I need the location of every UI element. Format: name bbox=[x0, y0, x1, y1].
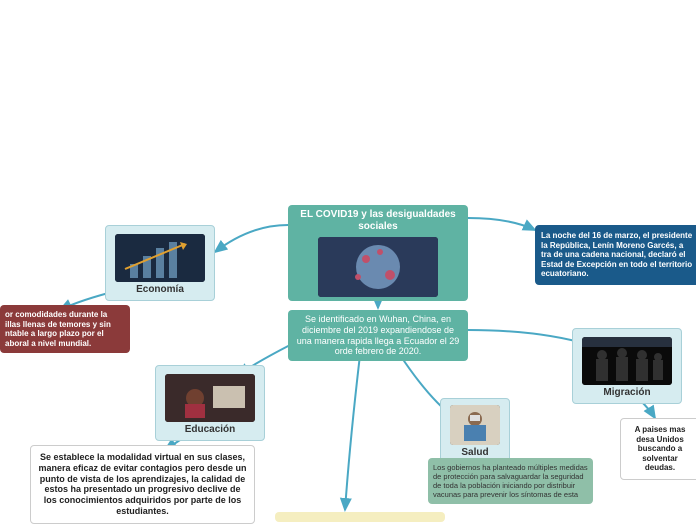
center-sub-text: Se identificado en Wuhan, China, en dici… bbox=[294, 314, 462, 357]
center-image bbox=[318, 237, 438, 297]
economia-node: Economía bbox=[105, 225, 215, 301]
economia-detail-text: or comodidades durante la illas llenas d… bbox=[5, 310, 125, 348]
migracion-detail-text: A paises mas desa Unidos buscando a solv… bbox=[627, 425, 693, 473]
migracion-detail-node: A paises mas desa Unidos buscando a solv… bbox=[620, 418, 696, 480]
center-title-node: EL COVID19 y las desigualdades sociales bbox=[288, 205, 468, 301]
educacion-node: Educación bbox=[155, 365, 265, 441]
salud-detail-node: Los gobiernos ha planteado múltiples med… bbox=[428, 458, 593, 504]
educacion-detail-node: Se establece la modalidad virtual en sus… bbox=[30, 445, 255, 524]
center-title-text: EL COVID19 y las desigualdades sociales bbox=[294, 209, 462, 233]
right-blue-node: La noche del 16 de marzo, el presidente … bbox=[535, 225, 696, 285]
economia-image bbox=[115, 234, 205, 282]
migracion-image bbox=[582, 337, 672, 385]
migracion-label: Migración bbox=[577, 387, 677, 399]
bottom-cutoff-node bbox=[275, 512, 445, 522]
salud-detail-text: Los gobiernos ha planteado múltiples med… bbox=[433, 463, 588, 499]
economia-detail-node: or comodidades durante la illas llenas d… bbox=[0, 305, 130, 353]
right-blue-text: La noche del 16 de marzo, el presidente … bbox=[541, 231, 694, 279]
center-sub-node: Se identificado en Wuhan, China, en dici… bbox=[288, 310, 468, 361]
migracion-node: Migración bbox=[572, 328, 682, 404]
economia-label: Economía bbox=[110, 284, 210, 296]
salud-node: Salud bbox=[440, 398, 510, 462]
educacion-detail-text: Se establece la modalidad virtual en sus… bbox=[37, 452, 248, 517]
salud-image bbox=[450, 405, 500, 445]
educacion-label: Educación bbox=[160, 424, 260, 436]
educacion-image bbox=[165, 374, 255, 422]
